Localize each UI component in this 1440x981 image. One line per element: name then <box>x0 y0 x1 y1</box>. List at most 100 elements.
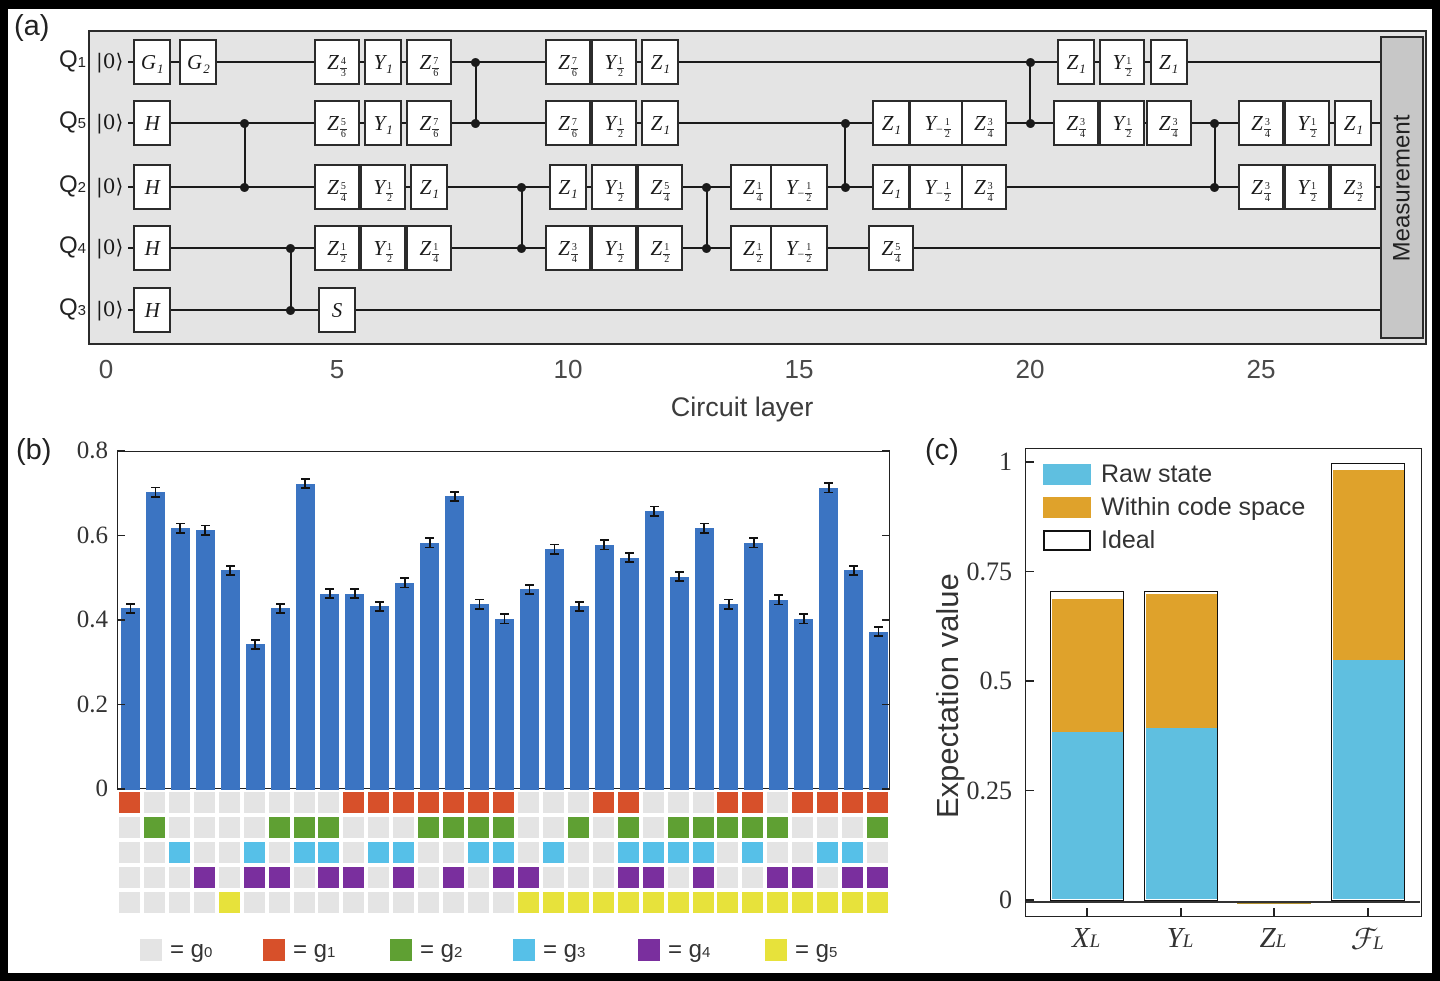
gate-letter: Z <box>1066 49 1079 74</box>
generator-cell-g3-col30 <box>842 842 864 863</box>
generator-cell-g1-col11 <box>368 792 390 813</box>
error-bar-cap-bottom <box>849 573 859 576</box>
error-bar-cap-top <box>325 588 335 590</box>
qubit-subscript: 1 <box>77 54 86 71</box>
generator-cell-g2-col17 <box>517 817 539 838</box>
generator-cell-g2-col12 <box>393 817 415 838</box>
generator-cell-g4-col13 <box>418 867 440 888</box>
error-bar-cap-bottom <box>724 607 734 610</box>
error-bar-cap-top <box>375 600 385 603</box>
stabilizer-bar-30 <box>844 570 864 790</box>
gate-letter: Y <box>785 174 798 199</box>
error-bar-cap-bottom <box>699 531 709 534</box>
subscript: 1 <box>663 121 670 137</box>
error-bar-cap-top <box>724 598 734 601</box>
subscript: 1 <box>571 185 578 201</box>
gate-letter: Z <box>327 110 339 135</box>
gate-letter: Z <box>1251 110 1263 135</box>
gate-letter: Z <box>558 174 571 199</box>
b-ytick-0.8: 0.8 <box>76 437 108 464</box>
b-legend-swatch-g1 <box>263 939 285 961</box>
cz-connector <box>289 248 292 310</box>
generator-cell-g5-col13 <box>418 892 440 913</box>
b-ytickmark-left <box>117 619 125 621</box>
error-bar-stem <box>378 600 381 612</box>
b-legend-item-g5: = g5 <box>765 936 837 964</box>
category-subscript: L <box>1373 933 1384 954</box>
category-label-4: ℱL <box>1350 924 1384 956</box>
b-legend-label-g0: = g0 <box>170 936 213 963</box>
category-subscript: L <box>1089 931 1101 952</box>
error-bar-cap-bottom <box>400 586 410 589</box>
stabilizer-bar-22 <box>644 511 664 790</box>
b-legend-label-g2: = g2 <box>420 936 463 963</box>
subscript: 2 <box>203 60 210 76</box>
generator-cell-g5-col22 <box>642 892 664 913</box>
gate-letter: Z <box>650 49 663 74</box>
gate-letter: Y <box>373 235 386 260</box>
gate-letter: Z <box>327 235 339 260</box>
error-bar-cap-bottom <box>749 546 759 549</box>
error-bar-cap-bottom <box>450 500 460 502</box>
cz-dot <box>286 305 296 315</box>
generator-cell-g3-col31 <box>867 842 889 863</box>
qubit-wire <box>128 309 1380 311</box>
error-bar-cap-bottom <box>799 622 809 625</box>
generator-cell-g4-col16 <box>493 867 515 888</box>
stabilizer-bar-14 <box>445 496 465 790</box>
generator-cell-g4-col2 <box>143 867 165 888</box>
raw-state-bar-Y <box>1145 727 1217 900</box>
stabilizer-bar-18 <box>544 549 564 790</box>
cz-dot <box>240 118 250 128</box>
c-legend-item-3: Ideal <box>1043 526 1155 555</box>
gate-letter: Z <box>650 110 663 135</box>
category-label-2: YL <box>1166 922 1194 954</box>
gate-letter: H <box>144 235 160 260</box>
error-bar-cap-top <box>824 482 834 485</box>
generator-cell-g4-col17 <box>517 867 539 888</box>
qubit-subscript: 4 <box>77 240 86 257</box>
cz-dot <box>840 182 850 192</box>
gate-letter: Z <box>650 174 663 199</box>
error-bar-cap-bottom <box>549 552 559 555</box>
generator-cell-g4-col12 <box>393 867 415 888</box>
error-bar-stem <box>254 638 257 650</box>
subscript: 1 <box>386 121 393 137</box>
circuit-layer-axis-label: Circuit layer <box>670 392 814 422</box>
circuit-layer-tick-10: 10 <box>553 354 583 384</box>
b-legend-label-g1: = g1 <box>293 936 336 963</box>
error-bar-cap-top <box>275 602 285 605</box>
generator-cell-g5-col12 <box>393 892 415 913</box>
c-xtickmark <box>1367 908 1369 917</box>
gate-letter: Z <box>558 49 570 74</box>
generator-cell-g5-col15 <box>468 892 490 913</box>
generator-cell-g1-col8 <box>293 792 315 813</box>
error-bar-cap-top <box>799 613 809 616</box>
gate-letter: Z <box>881 110 894 135</box>
qubit-subscript: 5 <box>77 115 86 132</box>
error-bar-stem <box>154 486 157 498</box>
b-ytickmark-left <box>117 788 125 790</box>
stabilizer-bar-3 <box>170 528 190 790</box>
qubit-subscript: 2 <box>77 179 86 196</box>
generator-cell-g2-col11 <box>368 817 390 838</box>
generator-cell-g3-col9 <box>318 842 340 863</box>
generator-cell-g3-col23 <box>667 842 689 863</box>
expectation-plot-annotations: 0 0.25 0.5 0.75 1 Expectation value XL YL ZL ℱL Ra… <box>900 430 1440 981</box>
gate-letter: H <box>144 110 160 135</box>
generator-cell-g4-col7 <box>268 867 290 888</box>
generator-cell-g4-col10 <box>343 867 365 888</box>
generator-cell-g5-col27 <box>767 892 789 913</box>
minus-sign: − <box>936 121 943 136</box>
expectation-plot <box>1025 448 1422 917</box>
